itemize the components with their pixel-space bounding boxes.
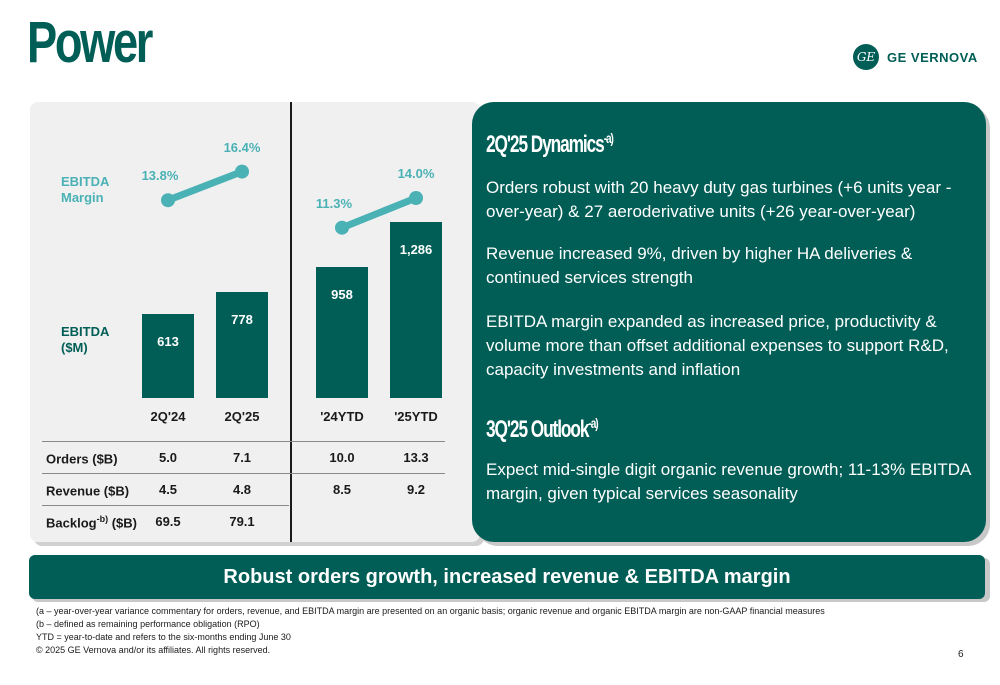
ebitda-value-label: 1,286 bbox=[399, 242, 433, 258]
footnote: (b – defined as remaining performance ob… bbox=[36, 619, 260, 629]
table-row-label: Backlog-b) ($B) bbox=[46, 514, 137, 531]
table-cell: 5.0 bbox=[158, 450, 178, 465]
margin-value-label: 14.0% bbox=[397, 166, 435, 181]
category-label: 2Q'24 bbox=[150, 409, 186, 424]
category-label: '24YTD bbox=[320, 409, 364, 424]
dynamics-point: EBITDA margin expanded as increased pric… bbox=[486, 312, 949, 379]
table-cell: 8.5 bbox=[332, 482, 352, 497]
dynamics-heading: 2Q'25 Dynamics-a) bbox=[486, 130, 614, 158]
footnote: (a – year-over-year variance commentary … bbox=[36, 606, 825, 616]
margin-value-label: 11.3% bbox=[315, 195, 353, 211]
ebitda-value-label: 613 bbox=[157, 334, 179, 350]
ebitda-value-label: 958 bbox=[331, 287, 353, 303]
table-cell: 13.3 bbox=[403, 450, 429, 465]
table-cell: 79.1 bbox=[229, 514, 255, 529]
table-cell: 7.1 bbox=[232, 450, 252, 465]
margin-value-label: 13.8% bbox=[141, 168, 179, 184]
table-cell: 4.5 bbox=[158, 482, 178, 497]
ebitda-bar bbox=[216, 291, 268, 398]
period-divider bbox=[290, 102, 292, 542]
logo-text: GE VERNOVA bbox=[887, 49, 978, 65]
margin-value-label: 16.4% bbox=[223, 139, 261, 155]
table-row-divider bbox=[42, 441, 445, 442]
table-row-divider bbox=[42, 473, 445, 474]
table-cell: 10.0 bbox=[329, 450, 355, 465]
outlook-heading: 3Q'25 Outlook-a) bbox=[486, 415, 599, 443]
ebitda-label: EBITDA ($M) bbox=[61, 324, 110, 355]
page-number: 6 bbox=[958, 649, 964, 660]
commentary-panel: 2Q'25 Dynamics-a) Orders robust with 20 … bbox=[472, 102, 986, 542]
ebitda-bar bbox=[390, 222, 442, 398]
summary-banner: Robust orders growth, increased revenue … bbox=[29, 555, 985, 599]
dynamics-point: Orders robust with 20 heavy duty gas tur… bbox=[486, 178, 952, 221]
category-label: '25YTD bbox=[394, 409, 438, 424]
table-row-label: Orders ($B) bbox=[46, 451, 118, 467]
ebitda-margin-label: EBITDA Margin bbox=[61, 174, 110, 205]
ebitda-bar bbox=[142, 314, 194, 398]
page-title: Power bbox=[27, 10, 153, 75]
table-row-label: Revenue ($B) bbox=[46, 483, 130, 499]
category-label: 2Q'25 bbox=[224, 409, 260, 424]
outlook-text: Expect mid-single digit organic revenue … bbox=[486, 460, 971, 503]
copyright: © 2025 GE Vernova and/or its affiliates.… bbox=[36, 645, 271, 655]
footnote: YTD = year-to-date and refers to the six… bbox=[36, 632, 291, 642]
table-cell: 69.5 bbox=[155, 514, 181, 529]
dynamics-point: Revenue increased 9%, driven by higher H… bbox=[486, 244, 913, 287]
ge-vernova-logo: GE GE VERNOVA bbox=[853, 44, 978, 70]
table-cell: 4.8 bbox=[232, 482, 252, 497]
table-cell: 9.2 bbox=[406, 482, 426, 497]
table-row-divider bbox=[42, 505, 289, 506]
ebitda-bar bbox=[316, 267, 368, 398]
ge-monogram-icon: GE bbox=[853, 44, 879, 70]
ebitda-value-label: 778 bbox=[231, 311, 253, 327]
